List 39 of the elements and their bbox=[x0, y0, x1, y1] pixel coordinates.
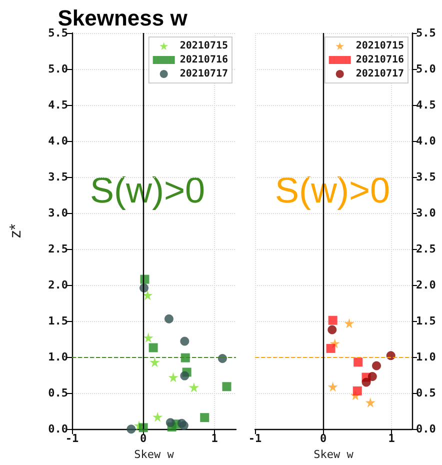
legend-label: 20210715 bbox=[180, 40, 228, 52]
x-tick-label: 1 bbox=[388, 432, 396, 446]
y-tick-label: 4.5 bbox=[48, 98, 68, 112]
y-tick-label: 0.0 bbox=[416, 422, 436, 436]
y-tick-label: 2.5 bbox=[48, 242, 68, 256]
y-tick-label: 5.5 bbox=[416, 26, 436, 40]
x-tick-label: -1 bbox=[248, 432, 262, 446]
y-tick-label: 5.0 bbox=[416, 62, 436, 76]
legend-label: 20210716 bbox=[356, 54, 404, 66]
legend-label: 20210717 bbox=[356, 68, 404, 80]
y-tick-label: 3.0 bbox=[48, 206, 68, 220]
legend-label: 20210717 bbox=[180, 68, 228, 80]
x-axis-title: Skew w bbox=[134, 448, 174, 461]
y-tick-label: 4.0 bbox=[48, 134, 68, 148]
x-tick-label: -1 bbox=[65, 432, 79, 446]
y-tick-label: 2.0 bbox=[48, 278, 68, 292]
y-tick-label: 3.5 bbox=[48, 170, 68, 184]
x-tick-label: 1 bbox=[211, 432, 218, 446]
x-tick-label: 0 bbox=[140, 432, 147, 446]
x-tick-label: 0 bbox=[320, 432, 327, 446]
y-tick-label: 1.5 bbox=[48, 314, 68, 328]
y-tick-label: 3.5 bbox=[416, 170, 436, 184]
y-tick-label: 5.0 bbox=[48, 62, 68, 76]
y-axis-title: z* bbox=[8, 224, 24, 238]
x-axis-title: Skew w bbox=[314, 448, 354, 461]
y-tick-label: 0.5 bbox=[48, 386, 68, 400]
y-tick-label: 5.5 bbox=[48, 26, 68, 40]
y-tick-label: 1.0 bbox=[416, 350, 436, 364]
legend-label: 20210715 bbox=[356, 40, 404, 52]
y-tick-label: 2.5 bbox=[416, 242, 436, 256]
y-tick-label: 1.5 bbox=[416, 314, 436, 328]
y-tick-label: 4.0 bbox=[416, 134, 436, 148]
y-tick-label: 1.0 bbox=[48, 350, 68, 364]
y-tick-label: 0.0 bbox=[48, 422, 68, 436]
legend-label: 20210716 bbox=[180, 54, 228, 66]
y-tick-label: 2.0 bbox=[416, 278, 436, 292]
y-tick-label: 3.0 bbox=[416, 206, 436, 220]
y-tick-label: 4.5 bbox=[416, 98, 436, 112]
y-tick-label: 0.5 bbox=[416, 386, 436, 400]
